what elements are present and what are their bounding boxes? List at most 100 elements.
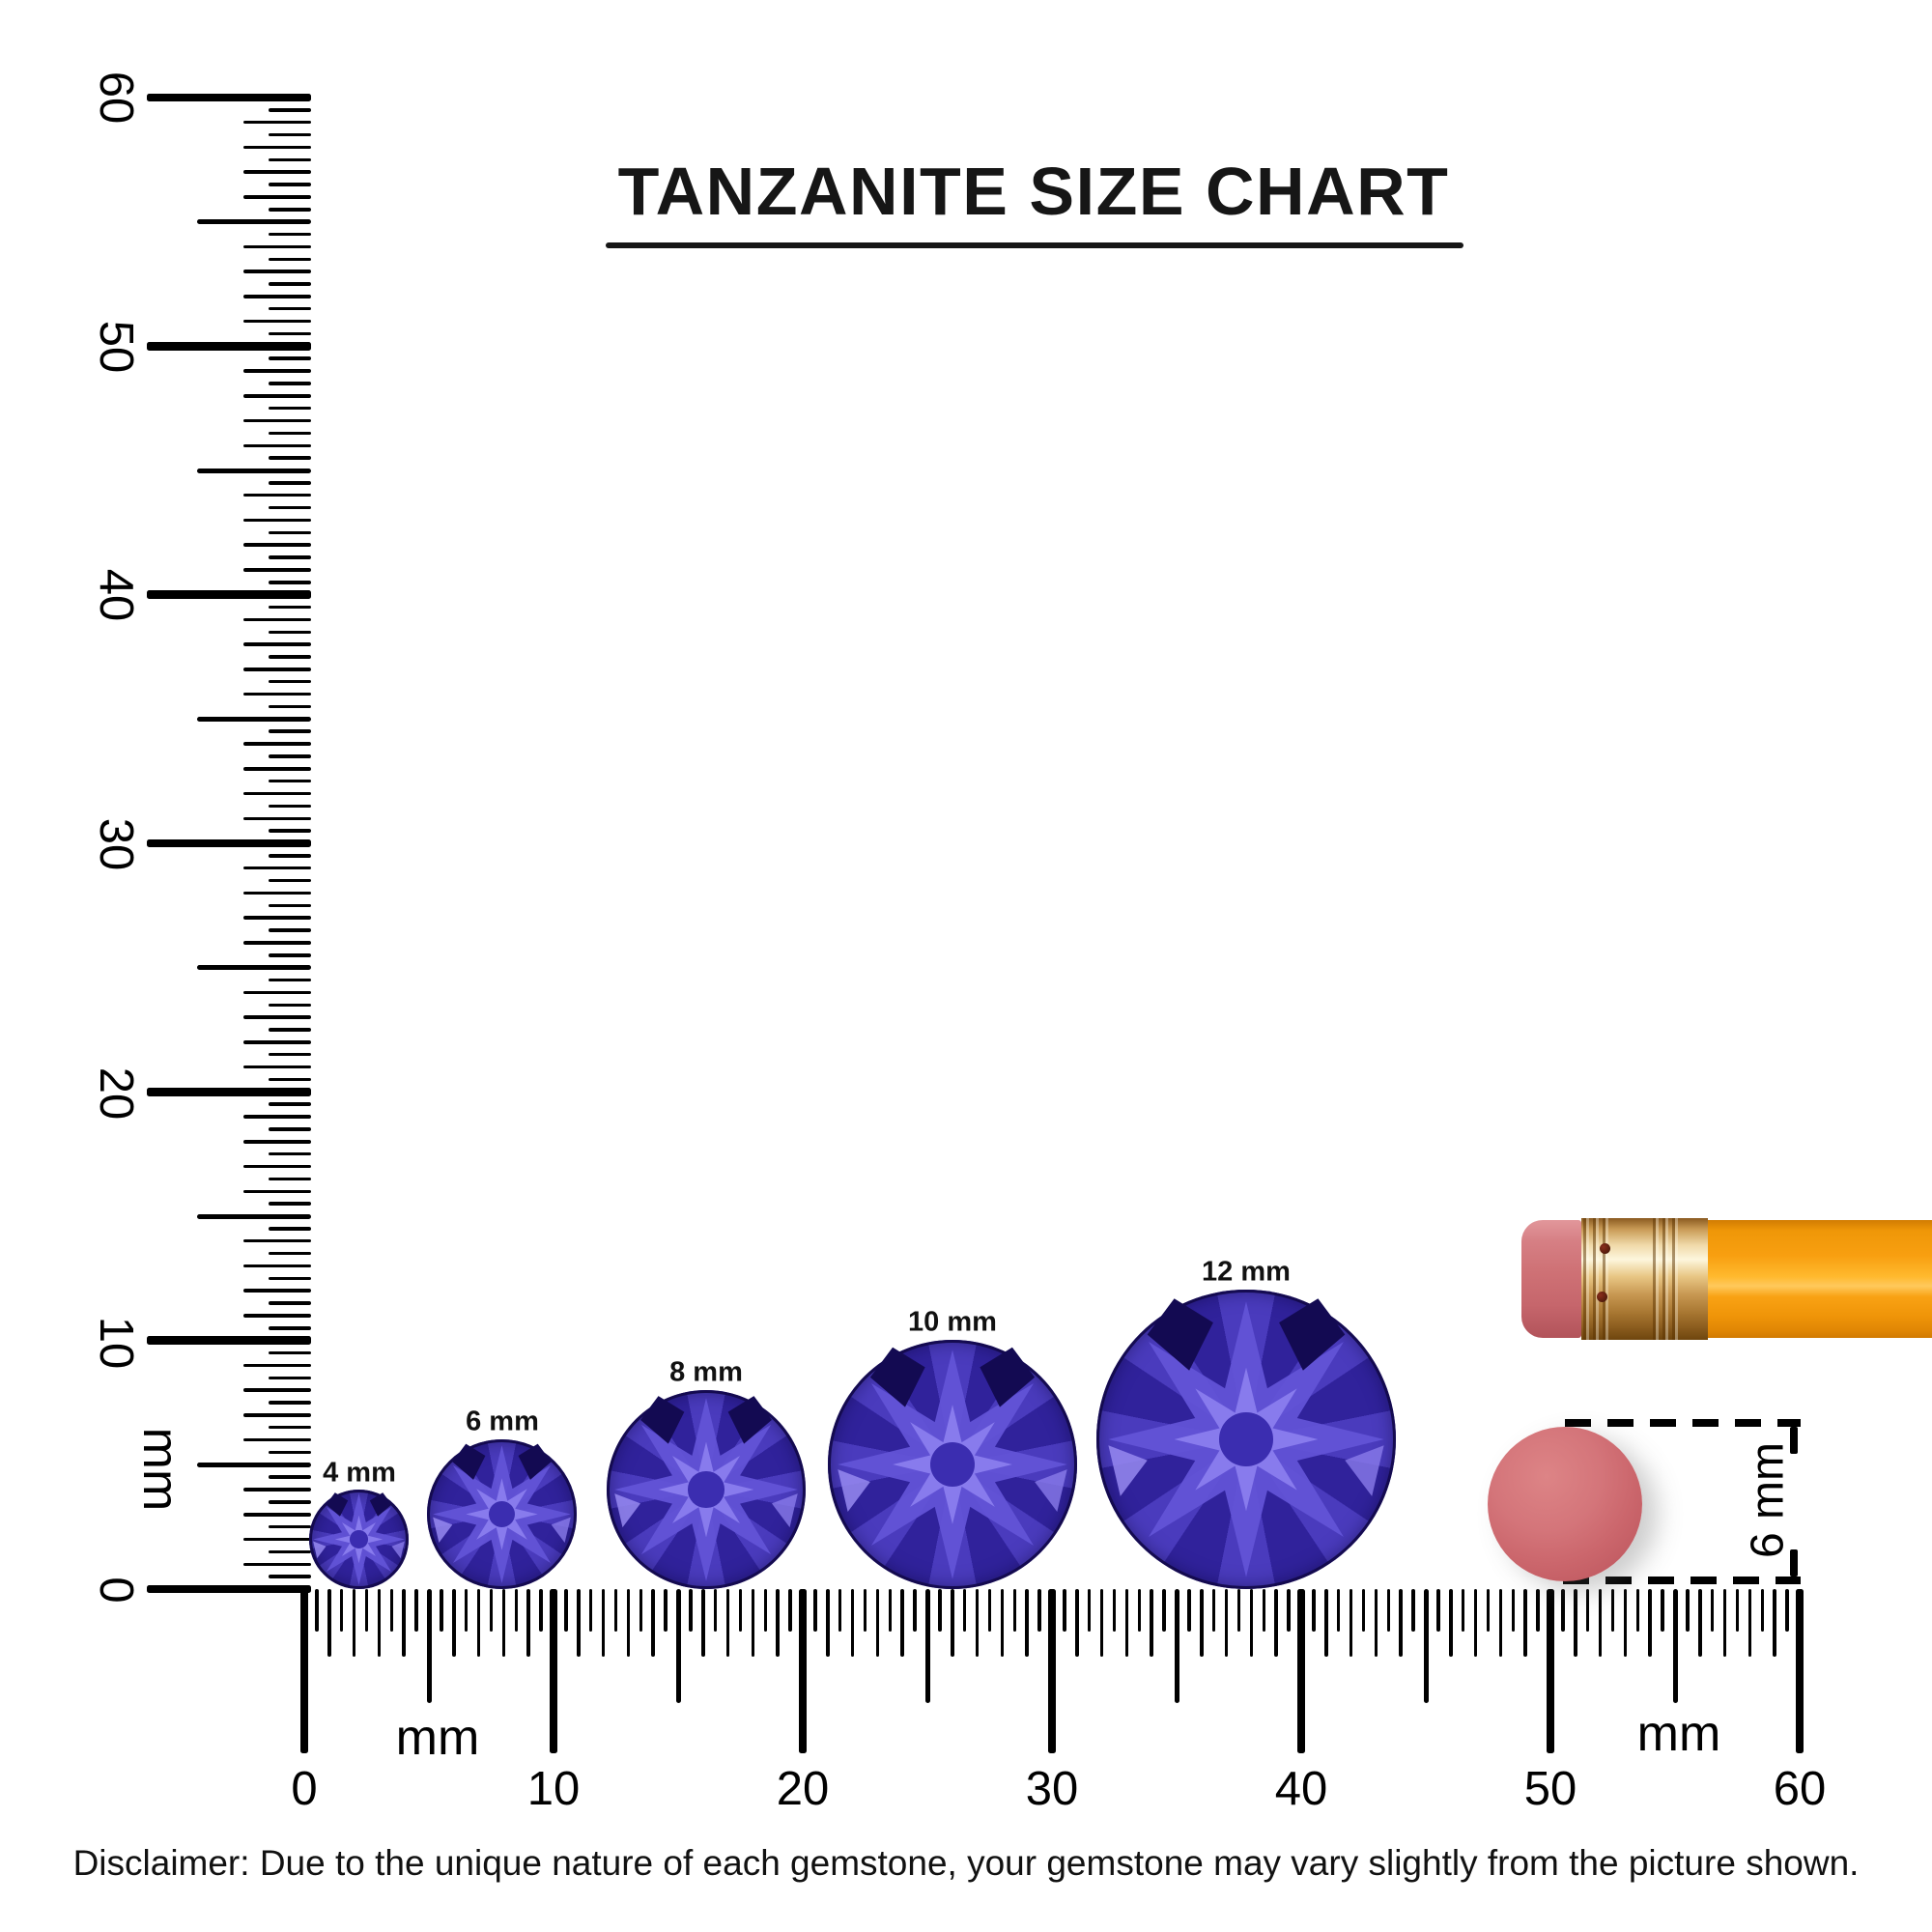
ruler-tick — [147, 1584, 311, 1594]
ferrule-rivet-dot — [1597, 1292, 1607, 1302]
ruler-tick — [243, 916, 311, 920]
ruler-tick — [675, 1589, 681, 1703]
eraser-top-view — [1488, 1427, 1642, 1581]
ruler-tick — [549, 1589, 558, 1753]
ruler-tick — [269, 804, 311, 809]
ruler-tick — [1773, 1589, 1776, 1657]
ruler-tick — [514, 1589, 519, 1632]
ruler-tick — [1399, 1589, 1403, 1657]
ruler-tick — [414, 1589, 418, 1632]
ruler-tick — [1635, 1589, 1640, 1632]
ruler-tick — [269, 382, 311, 385]
ruler-tick — [1449, 1589, 1453, 1657]
ruler-tick — [938, 1589, 942, 1632]
ruler-tick — [1187, 1589, 1191, 1632]
gem-facets — [929, 1441, 976, 1488]
h-ruler-label-60: 60 — [1773, 1763, 1827, 1815]
ruler-tick — [1312, 1589, 1316, 1632]
ruler-tick — [269, 356, 311, 360]
ruler-tick — [197, 468, 311, 473]
ruler-tick — [269, 928, 311, 932]
ruler-tick — [243, 891, 311, 895]
ruler-tick — [243, 120, 311, 125]
ruler-tick — [243, 295, 311, 298]
ruler-tick — [788, 1589, 792, 1632]
ruler-tick — [987, 1589, 992, 1632]
ruler-tick — [243, 418, 311, 423]
ruler-tick — [243, 319, 311, 324]
ruler-tick — [269, 605, 311, 610]
ruler-tick — [339, 1589, 344, 1632]
ruler-tick — [826, 1589, 830, 1657]
ruler-tick — [1473, 1589, 1478, 1657]
ruler-tick — [269, 1326, 311, 1330]
ruler-tick — [975, 1589, 980, 1657]
pencil-ferrule — [1581, 1218, 1708, 1340]
ruler-tick — [243, 1388, 311, 1392]
ruler-tick — [327, 1589, 331, 1657]
ruler-tick — [1546, 1589, 1555, 1753]
ruler-tick — [1012, 1589, 1017, 1632]
ruler-tick — [776, 1589, 780, 1657]
title-underline — [606, 242, 1463, 248]
ruler-tick — [1661, 1589, 1664, 1632]
ruler-tick — [197, 965, 311, 971]
ruler-tick — [269, 108, 311, 112]
ruler-tick — [269, 1127, 311, 1131]
v-ruler-unit-mm: mm — [132, 1427, 188, 1512]
eraser-dimension-label: 6 mm — [1742, 1442, 1794, 1558]
ruler-tick — [243, 1065, 311, 1069]
ruler-tick — [243, 1264, 311, 1268]
ruler-tick — [269, 1350, 311, 1355]
ruler-tick — [539, 1589, 543, 1632]
ruler-tick — [269, 406, 311, 411]
ruler-tick — [147, 93, 311, 102]
ruler-tick — [875, 1589, 880, 1657]
v-ruler-label-10: 10 — [90, 1316, 142, 1370]
ruler-tick — [489, 1589, 494, 1632]
ruler-tick — [1124, 1589, 1129, 1657]
ruler-tick — [751, 1589, 755, 1657]
ruler-tick — [1760, 1589, 1765, 1632]
ruler-tick — [1511, 1589, 1516, 1632]
ruler-tick — [924, 1589, 930, 1703]
ruler-tick — [269, 704, 311, 709]
ruler-tick — [243, 1238, 311, 1243]
dimension-end-stub-top — [1790, 1427, 1798, 1454]
ruler-tick — [1112, 1589, 1117, 1632]
ferrule-crimp-band — [1653, 1218, 1682, 1340]
h-ruler-label-20: 20 — [776, 1763, 830, 1815]
v-ruler-label-30: 30 — [90, 817, 142, 871]
ruler-tick — [352, 1589, 356, 1657]
ruler-tick — [1648, 1589, 1652, 1657]
ruler-tick — [664, 1589, 668, 1632]
ferrule-crimp-band — [1583, 1218, 1610, 1340]
ruler-tick — [1747, 1589, 1752, 1657]
ruler-tick — [1710, 1589, 1715, 1632]
ruler-tick — [1025, 1589, 1029, 1657]
ruler-tick — [243, 1562, 311, 1567]
disclaimer-text: Disclaimer: Due to the unique nature of … — [72, 1843, 1860, 1883]
ruler-tick — [243, 941, 311, 945]
ruler-tick — [763, 1589, 768, 1632]
ruler-tick — [243, 518, 311, 523]
gem-label-8mm: 8 mm — [669, 1356, 743, 1388]
ruler-tick — [1411, 1589, 1415, 1632]
ruler-tick — [577, 1589, 581, 1657]
ruler-tick — [426, 1589, 432, 1703]
ruler-tick — [269, 456, 311, 460]
ruler-tick — [440, 1589, 443, 1632]
ruler-tick — [269, 208, 311, 212]
ruler-tick — [962, 1589, 967, 1632]
ruler-tick — [798, 1589, 808, 1753]
ruler-tick — [269, 1251, 311, 1256]
dimension-line-bottom — [1563, 1577, 1801, 1584]
ruler-tick — [863, 1589, 867, 1632]
ruler-tick — [299, 1589, 309, 1753]
ruler-tick — [639, 1589, 643, 1632]
ruler-tick — [701, 1589, 705, 1657]
ruler-tick — [1698, 1589, 1702, 1657]
ruler-tick — [1623, 1589, 1628, 1657]
ruler-tick — [1162, 1589, 1166, 1632]
ruler-tick — [913, 1589, 917, 1632]
